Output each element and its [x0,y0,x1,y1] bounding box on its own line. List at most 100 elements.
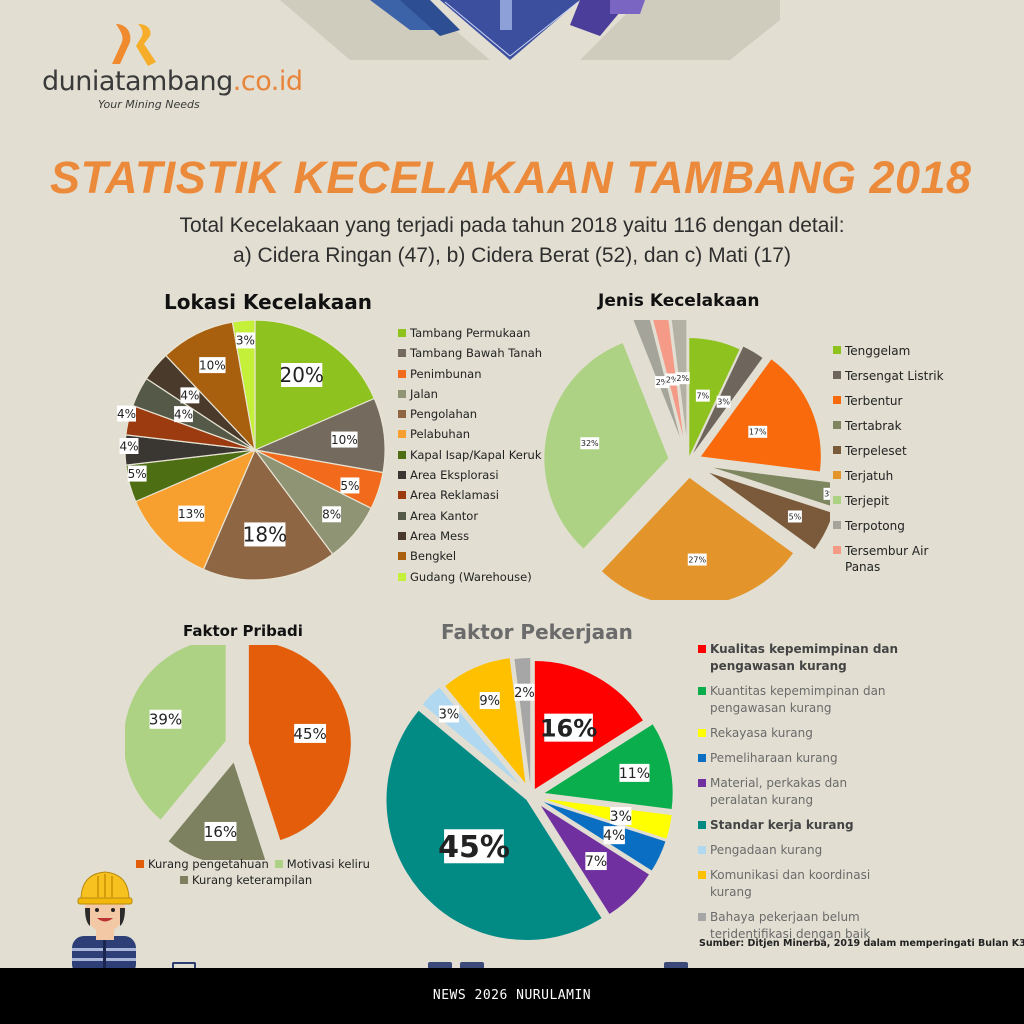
data-label: 4% [119,438,139,454]
svg-text:45%: 45% [293,725,326,743]
chart-title-lokasi: Lokasi Kecelakaan [164,290,373,314]
legend-item: Material, perkakas dan peralatan kurang [698,775,898,809]
pie-chart-pekerjaan: 16% 11% 3% 4% 7% 45% 3% 9% 2% [386,658,673,940]
svg-text:17%: 17% [749,428,767,437]
legend-item: Tertabrak [833,418,944,434]
legend-label: Area Kantor [410,508,479,523]
legend-item: Pelabuhan [398,427,542,441]
data-label: 11% [619,763,650,782]
data-label: 4% [174,406,193,423]
data-label: 8% [322,506,341,523]
legend-item: Kurang pengetahuan Motivasi keliru [136,857,370,871]
legend-label: Terjatuh [845,469,894,483]
legend-item: Area Mess [398,529,542,543]
svg-text:4%: 4% [174,407,193,421]
data-label: 32% [580,437,600,450]
brand-tagline: Your Mining Needs [98,98,200,111]
svg-text:4%: 4% [117,407,136,421]
legend-swatch [833,371,841,379]
pie-slice [168,762,266,860]
svg-text:45%: 45% [438,830,510,865]
partial-icon [460,962,484,970]
chart-title-pribadi: Faktor Pribadi [183,622,303,640]
legend-label: Gudang (Warehouse) [410,569,532,584]
data-label: 17% [748,425,768,438]
legend-label: Motivasi keliru [286,857,370,871]
legend-item: Komunikasi dan koordinasi kurang [698,867,898,901]
data-label: 16% [540,713,597,742]
svg-text:2%: 2% [656,378,669,387]
svg-text:2%: 2% [676,374,689,383]
data-label: 4% [180,387,199,404]
pie-slice [202,448,334,581]
legend-item: Tambang Permukaan [398,326,542,340]
svg-text:8%: 8% [322,508,341,522]
legend-label: Pengadaan kurang [710,843,823,857]
legend-label: Tersembur Air Panas [845,544,929,574]
data-label: 18% [243,522,287,547]
pie-slice [601,477,794,600]
svg-text:39%: 39% [149,711,182,729]
legend-swatch [398,552,406,561]
data-label: 45% [293,723,327,743]
legend-item: Bengkel [398,549,542,563]
legend-swatch [833,521,841,529]
legend-swatch [833,496,841,504]
partial-icon [172,962,196,970]
legend-label: Kurang keterampilan [192,873,313,887]
pie-chart-pribadi: 45% 16% 39% [125,645,351,860]
data-label: 27% [687,553,707,566]
pie-slice [689,338,740,457]
legend-label: Komunikasi dan koordinasi kurang [710,868,871,899]
legend-swatch [698,846,706,854]
data-label: 3% [439,705,459,723]
legend-swatch [398,572,406,581]
pie-chart-jenis: 7%3%17%3%5%27%32%2%2%2% [544,320,830,600]
data-label: 5% [787,510,802,523]
pie-slice [713,467,830,506]
legend-item: Tersembur Air Panas [833,543,944,575]
footer-watermark: NEWS 2026 NURULAMIN [432,988,592,1003]
chart-title-pekerjaan: Faktor Pekerjaan [441,620,633,644]
legend-swatch [698,687,706,695]
brand-name: duniatambang.co.id [42,66,303,97]
header-decoration [280,0,780,60]
pie-slice [544,724,673,809]
legend-swatch [698,754,706,762]
legend-swatch [833,346,841,354]
data-label: 10% [331,431,358,448]
legend-item: Kapal Isap/Kapal Keruk [398,448,542,462]
legend-item: Jalan [398,387,542,401]
legend-swatch [398,329,406,337]
legend-label: Area Mess [410,528,470,543]
svg-text:5%: 5% [340,479,359,493]
legend-swatch [398,349,406,358]
legend-item: Terjepit [833,493,944,509]
legend-label: Material, perkakas dan peralatan kurang [710,776,848,807]
data-label: 4% [603,826,625,844]
pie-chart-lokasi: 20% 10% 5% 8% 18% 13% 5% 4% 4% 4% 4% 10% 3% [117,320,386,581]
legend-item: Terjatuh [833,468,944,484]
brand-logo-icon [112,24,156,66]
legend-label: Pemeliharaan kurang [710,751,838,765]
pie-slice [125,645,226,820]
data-label: 45% [438,829,510,865]
svg-text:2%: 2% [666,375,679,384]
legend-swatch [698,821,706,829]
data-label: 16% [204,821,237,841]
legend-item: Pengadaan kurang [698,842,898,859]
pie-slice [544,799,672,839]
legend-label: Penimbunan [410,366,482,381]
data-label: 7% [585,852,607,870]
legend-jenis: Tenggelam Tersengat Listrik Terbentur Terta… [833,343,944,575]
subtitle-line-2: a) Cidera Ringan (47), b) Cidera Berat (… [233,244,791,267]
legend-swatch [698,913,706,921]
legend-swatch [180,876,188,884]
legend-swatch [398,511,406,520]
svg-text:27%: 27% [688,555,706,564]
svg-text:16%: 16% [204,823,237,841]
legend-lokasi: Tambang Permukaan Tambang Bawah Tanah Peni… [398,326,542,590]
legend-swatch [398,471,406,480]
legend-label: Standar kerja kurang [710,818,854,832]
svg-text:3%: 3% [236,334,255,348]
